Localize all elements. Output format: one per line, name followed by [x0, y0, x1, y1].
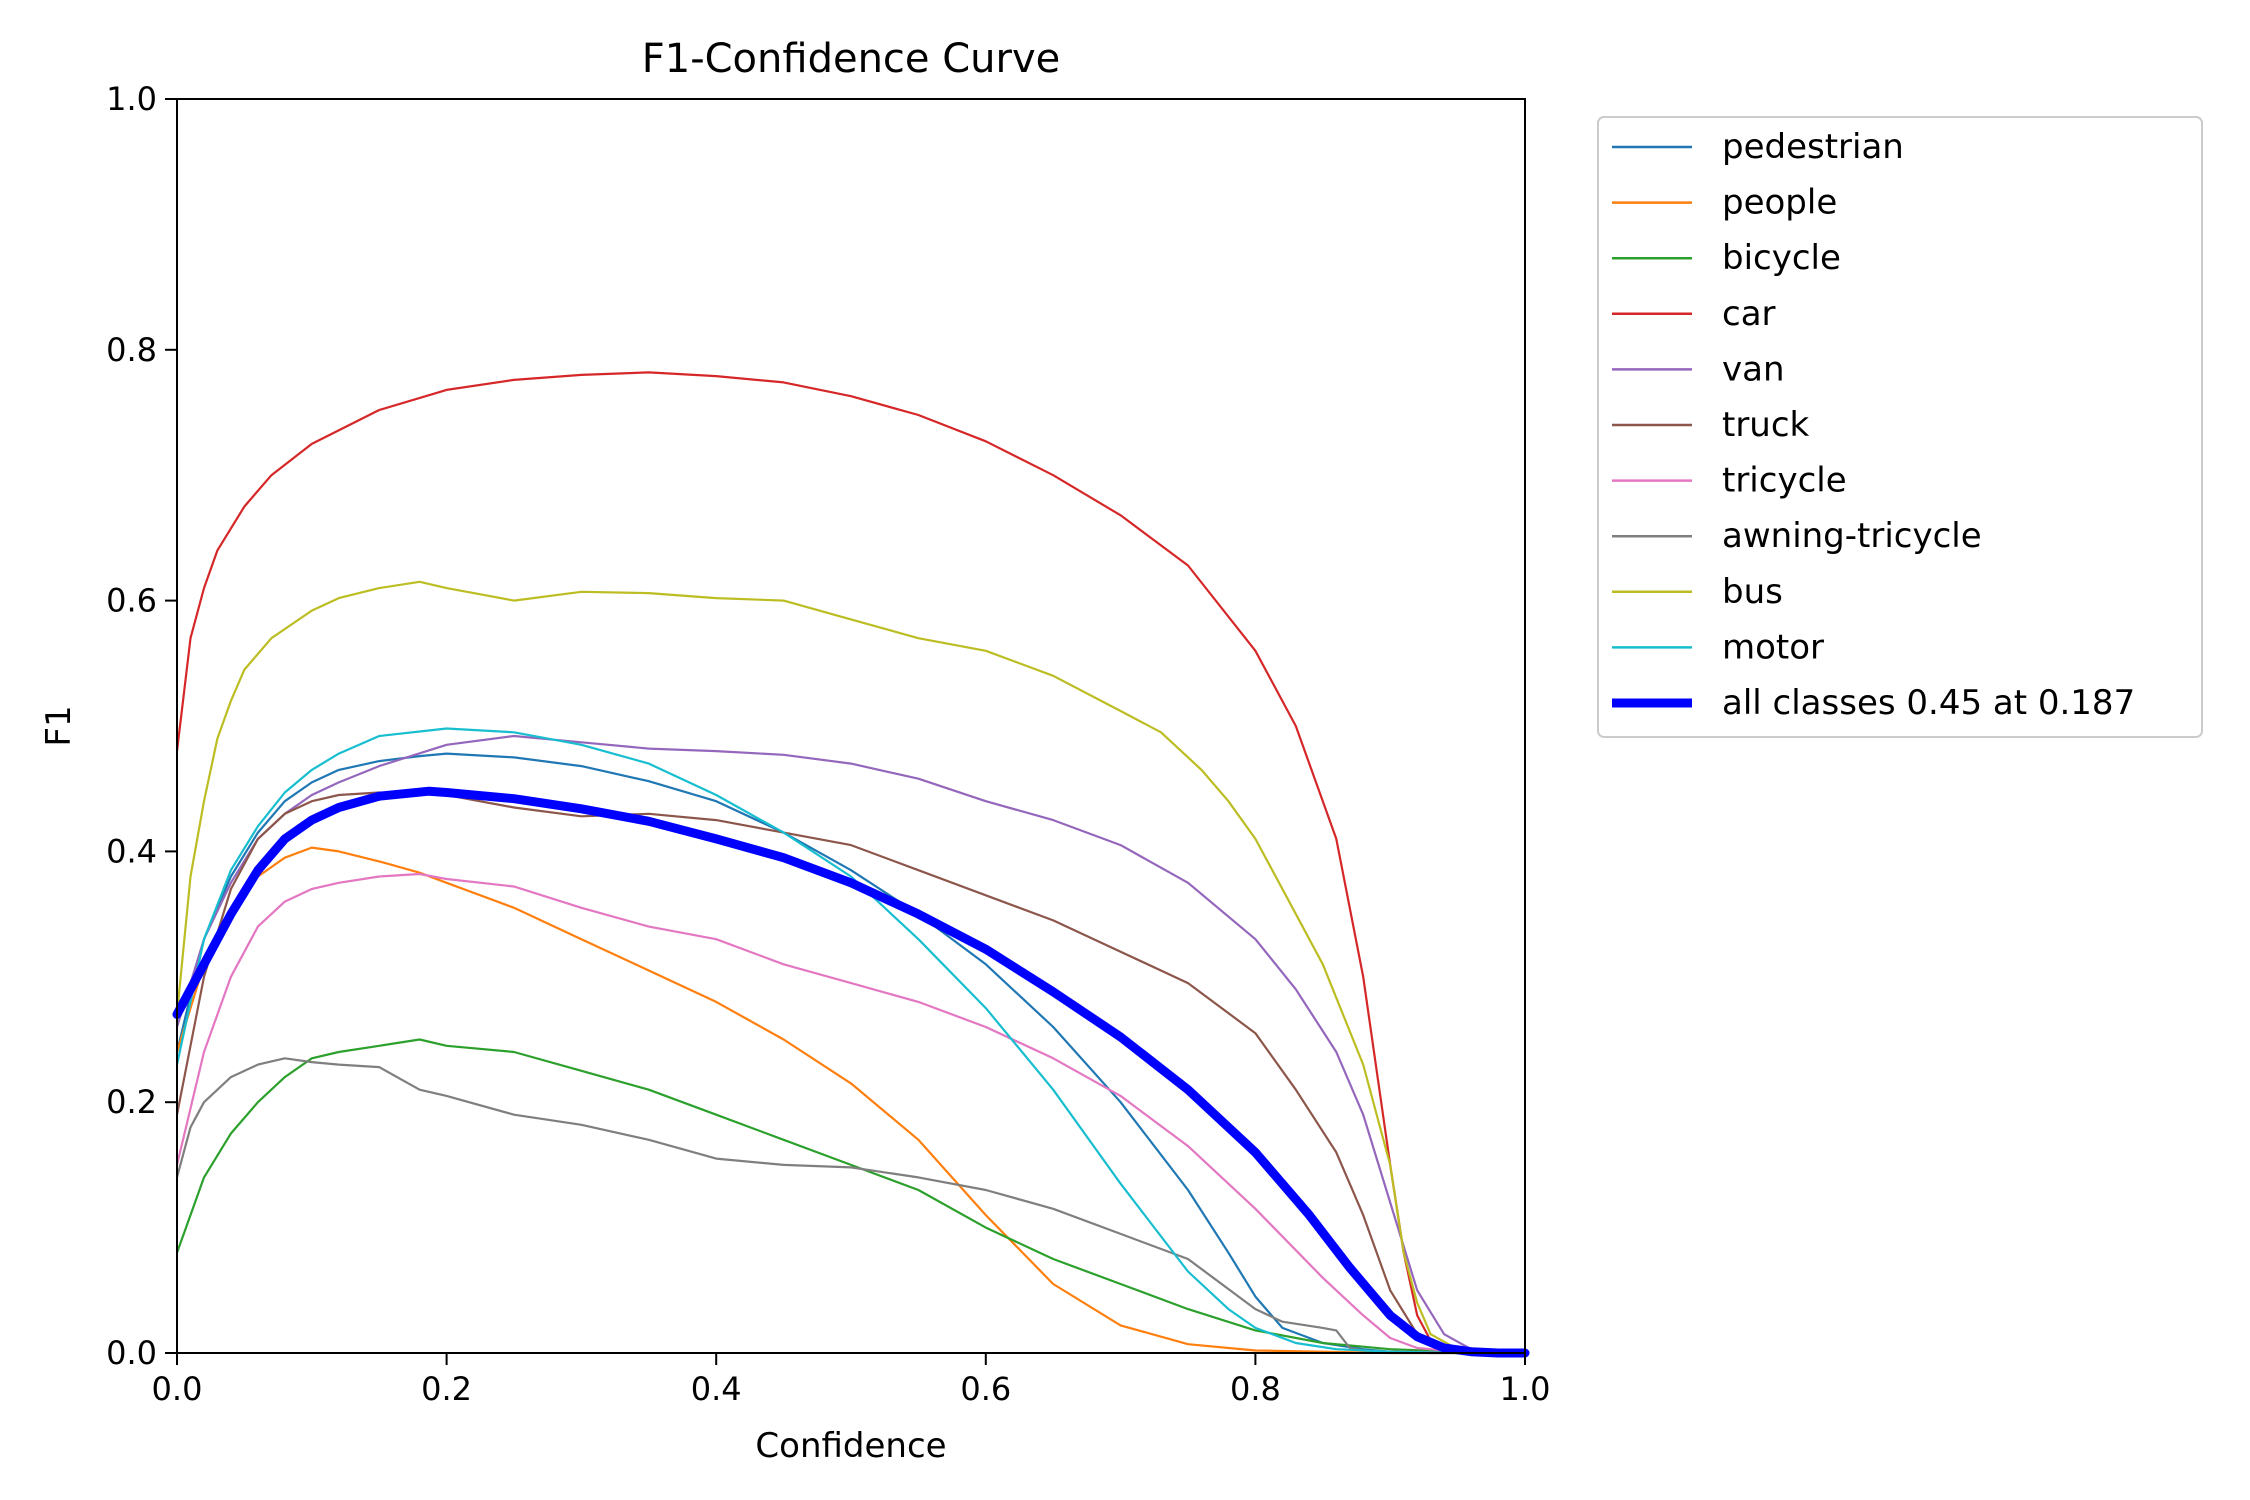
- legend-label: bicycle: [1722, 238, 1841, 278]
- plot-frame: [176, 98, 1526, 1354]
- y-tick-label: 0.0: [106, 1334, 157, 1372]
- x-axis-label: Confidence: [755, 1426, 946, 1466]
- x-axis-ticks: 0.0 0.2 0.4 0.6 0.8 1.0: [152, 1353, 1551, 1408]
- x-tick-label: 1.0: [1500, 1370, 1551, 1408]
- legend-label: truck: [1722, 405, 1810, 445]
- x-tick-label: 0.6: [960, 1370, 1011, 1408]
- series-line-9: [175, 727, 1527, 1355]
- legend-label: car: [1722, 294, 1776, 334]
- legend-label: bus: [1722, 572, 1783, 612]
- series-line-4: [175, 734, 1527, 1355]
- series-line-7: [175, 1057, 1527, 1355]
- legend-label: awning-tricycle: [1722, 516, 1982, 556]
- series-line-5: [175, 791, 1527, 1355]
- chart-title: F1-Confidence Curve: [642, 36, 1061, 82]
- legend-label: tricycle: [1722, 461, 1847, 501]
- legend-box: [1597, 116, 2203, 738]
- series-line-10: [172, 786, 1530, 1358]
- legend: pedestrian people bicycle car van truck tricyc…: [1597, 116, 2203, 738]
- x-tick-label: 0.0: [152, 1370, 203, 1408]
- y-tick-label: 1.0: [106, 80, 157, 118]
- series-line-6: [175, 872, 1527, 1355]
- y-axis-ticks: 0.0 0.2 0.4 0.6 0.8 1.0: [106, 80, 177, 1372]
- y-axis-label: F1: [39, 705, 79, 746]
- legend-label: pedestrian: [1722, 127, 1904, 167]
- x-tick-label: 0.8: [1230, 1370, 1281, 1408]
- y-tick-label: 0.8: [106, 331, 157, 369]
- x-tick-label: 0.2: [421, 1370, 472, 1408]
- y-tick-label: 0.6: [106, 582, 157, 620]
- y-tick-label: 0.2: [106, 1083, 157, 1121]
- series-line-1: [175, 846, 1527, 1355]
- legend-label: all classes 0.45 at 0.187: [1722, 683, 2135, 723]
- series-line-2: [175, 1038, 1527, 1355]
- series-line-8: [175, 580, 1527, 1355]
- legend-label: people: [1722, 183, 1837, 223]
- plot-lines: [172, 371, 1530, 1358]
- x-tick-label: 0.4: [691, 1370, 742, 1408]
- legend-label: van: [1722, 349, 1785, 389]
- y-tick-label: 0.4: [106, 832, 157, 870]
- legend-label: motor: [1722, 627, 1824, 667]
